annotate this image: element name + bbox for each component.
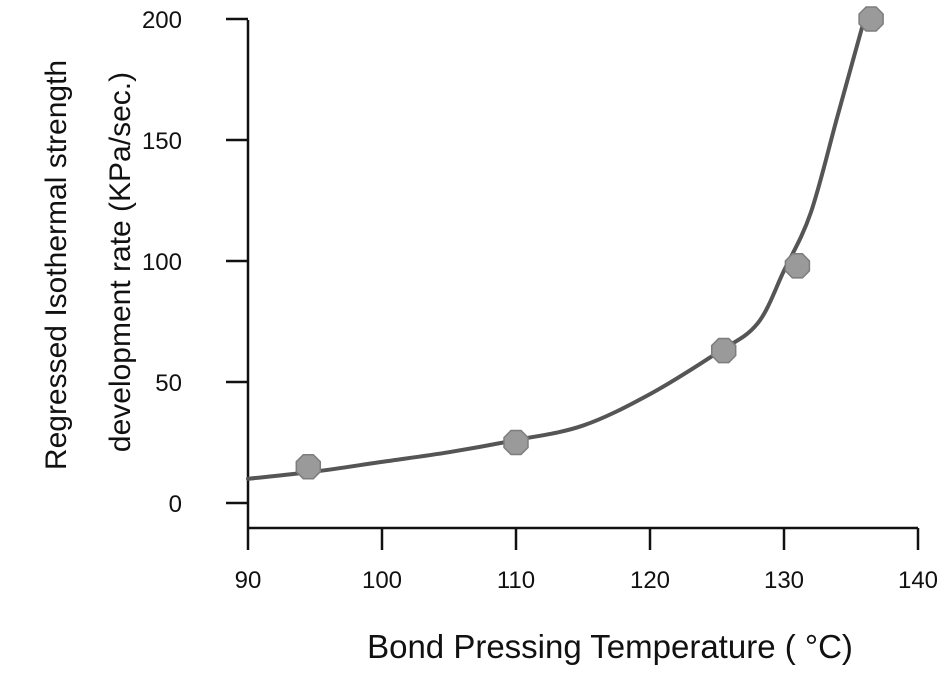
y-tick-label: 50 <box>155 370 182 397</box>
fitted-curve-layer <box>246 17 867 481</box>
x-tick-label: 140 <box>898 567 938 594</box>
axes <box>246 20 918 530</box>
y-tick-label: 150 <box>142 128 182 155</box>
x-tick-label: 90 <box>235 567 262 594</box>
data-point <box>784 253 811 279</box>
x-tick-label: 130 <box>764 567 804 594</box>
x-tick-label: 120 <box>630 567 670 594</box>
fitted-curve <box>246 17 867 481</box>
data-points-layer <box>295 6 884 480</box>
data-point <box>503 429 529 456</box>
y-axis-label-line1: Regressed Isothermal strength <box>40 60 73 470</box>
data-point <box>710 337 737 364</box>
x-tick-label: 100 <box>362 567 402 594</box>
y-tick-label: 0 <box>169 491 182 518</box>
x-axis-label: Bond Pressing Temperature ( °C) <box>367 628 853 665</box>
y-tick-label: 200 <box>142 7 182 34</box>
axis-labels: Bond Pressing Temperature ( °C) Regresse… <box>40 60 853 665</box>
data-point <box>295 453 322 480</box>
ticks: 90 100 110 120 130 140 0 50 100 150 200 <box>142 7 938 594</box>
data-point <box>858 6 884 32</box>
y-tick-label: 100 <box>142 249 182 276</box>
y-axis-label-line2: development rate (KPa/sec.) <box>104 72 137 452</box>
x-tick-label: 110 <box>497 567 535 594</box>
